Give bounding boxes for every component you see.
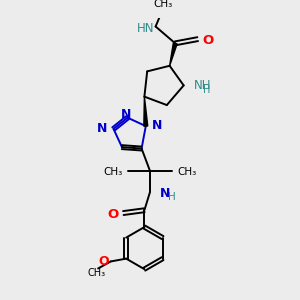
Text: NH: NH	[194, 79, 211, 92]
Text: O: O	[99, 255, 109, 268]
Text: CH₃: CH₃	[153, 0, 172, 9]
Text: N: N	[121, 108, 131, 121]
Text: O: O	[107, 208, 118, 221]
Text: CH₃: CH₃	[88, 268, 106, 278]
Text: N: N	[160, 187, 170, 200]
Text: N: N	[152, 119, 162, 132]
Text: H: H	[168, 192, 176, 202]
Text: CH₃: CH₃	[103, 167, 122, 177]
Polygon shape	[169, 43, 177, 66]
Text: HN: HN	[137, 22, 154, 34]
Polygon shape	[144, 97, 148, 126]
Text: CH₃: CH₃	[178, 167, 197, 177]
Text: H: H	[203, 85, 211, 95]
Text: N: N	[97, 122, 107, 136]
Text: O: O	[203, 34, 214, 47]
